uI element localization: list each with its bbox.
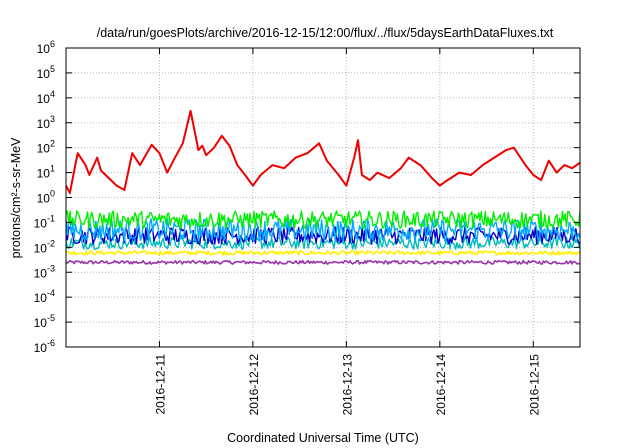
x-tick-label: 2016-12-11 bbox=[153, 354, 167, 415]
x-axis: 2016-12-11 2016-12-12 2016-12-13 2016-12-14… bbox=[153, 48, 541, 415]
y-tick-label: 10-1 bbox=[34, 213, 55, 230]
y-axis-label: protons/cm²-s-sr-MeV bbox=[9, 137, 23, 259]
y-tick-label: 100 bbox=[37, 189, 55, 206]
y-tick-label: 10-6 bbox=[34, 338, 55, 355]
y-tick-label: 10-4 bbox=[34, 288, 55, 305]
y-tick-label: 104 bbox=[37, 89, 55, 106]
x-tick-label: 2016-12-15 bbox=[527, 354, 541, 416]
grid bbox=[66, 48, 580, 347]
x-tick-label: 2016-12-13 bbox=[340, 354, 354, 416]
plot-frame bbox=[65, 47, 581, 348]
series-line-6 bbox=[65, 259, 581, 265]
series-line-0 bbox=[65, 109, 581, 195]
y-tick-label: 10-3 bbox=[34, 263, 55, 280]
series-line-1 bbox=[65, 210, 581, 230]
series-line-2 bbox=[65, 218, 581, 242]
series-line-4 bbox=[65, 236, 581, 250]
series-layer bbox=[65, 109, 581, 265]
y-tick-label: 103 bbox=[37, 114, 55, 131]
y-axis: 10-6 10-5 10-4 10-3 10-2 10-1 100 101 102 103 104 1… bbox=[34, 39, 580, 355]
y-tick-label: 106 bbox=[37, 39, 55, 56]
y-tick-label: 101 bbox=[37, 164, 55, 181]
y-tick-label: 10-5 bbox=[34, 313, 55, 330]
x-axis-label: Coordinated Universal Time (UTC) bbox=[227, 431, 419, 445]
y-tick-label: 105 bbox=[37, 64, 55, 81]
chart-title: /data/run/goesPlots/archive/2016-12-15/1… bbox=[97, 26, 554, 40]
x-tick-label: 2016-12-12 bbox=[247, 354, 261, 416]
series-line-5 bbox=[65, 250, 581, 256]
y-tick-label: 10-2 bbox=[34, 238, 55, 255]
y-tick-label: 102 bbox=[37, 139, 55, 156]
x-tick-label: 2016-12-14 bbox=[434, 354, 448, 416]
